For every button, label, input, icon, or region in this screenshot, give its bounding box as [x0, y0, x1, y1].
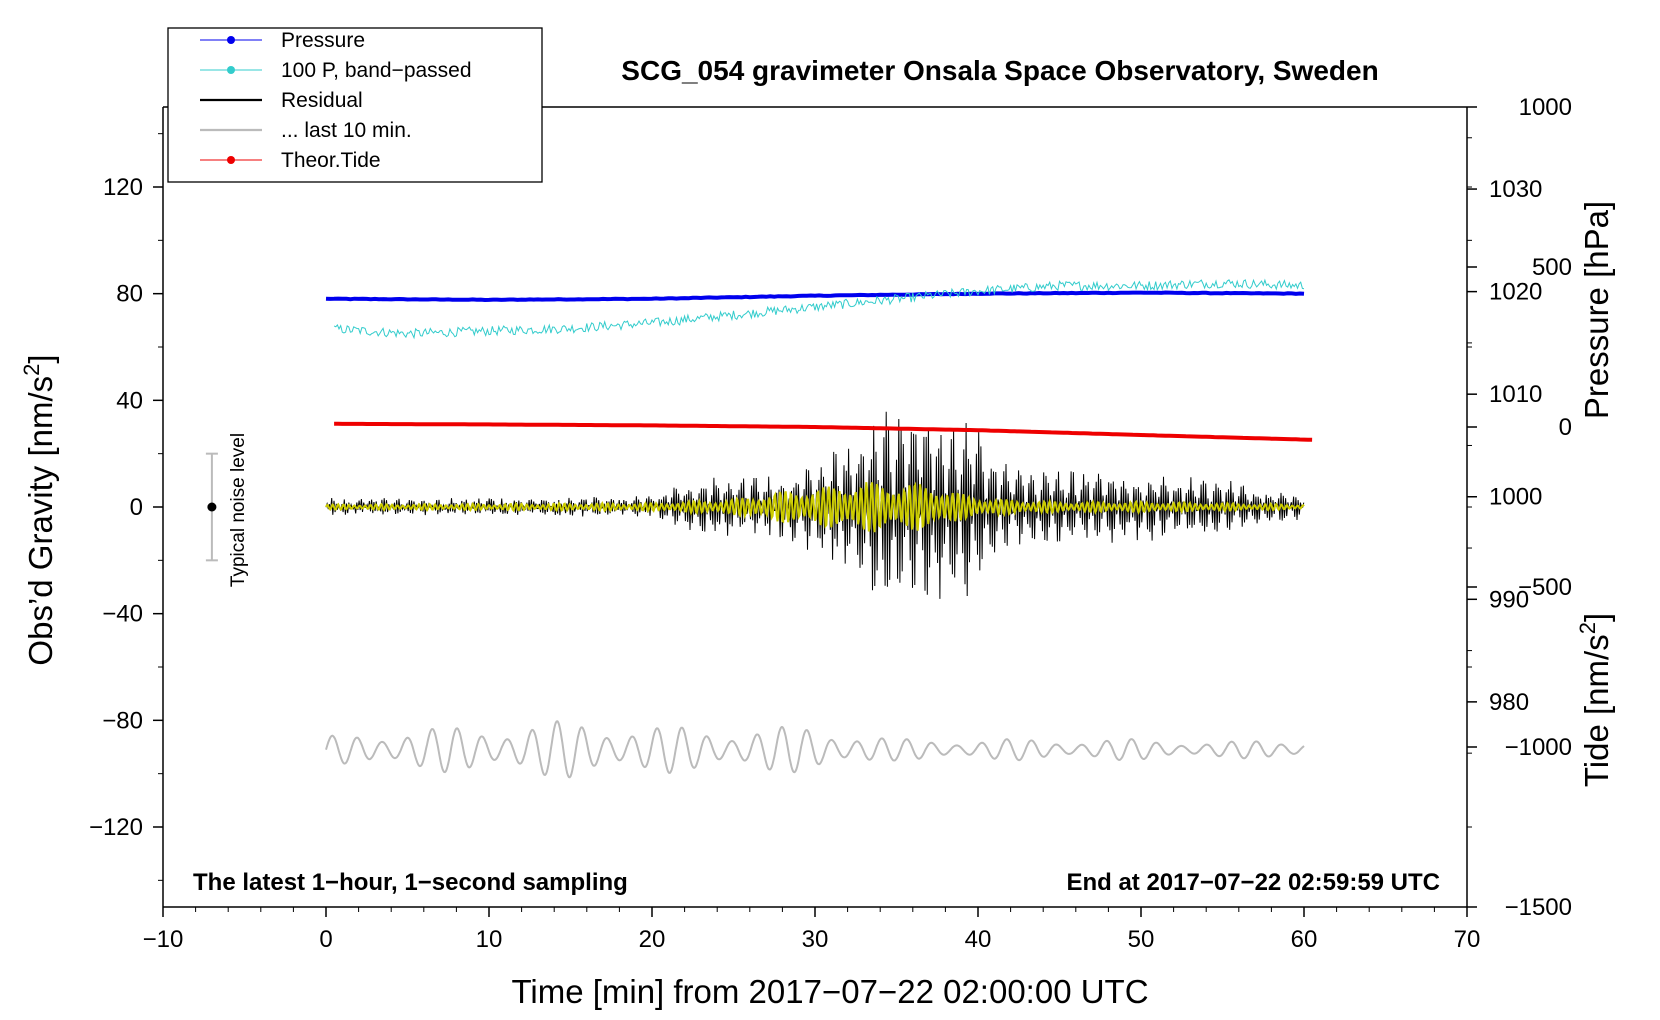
series-theoretical-tide-line — [334, 421, 1313, 442]
y-tick-label: −120 — [89, 814, 143, 841]
noise-bar-center-point — [207, 502, 217, 512]
series-layer — [325, 278, 1313, 779]
legend-label-100-p-band-passed: 100 P, band−passed — [281, 59, 472, 82]
pressure-tick-label: 1000 — [1489, 484, 1542, 511]
end-time-annotation: End at 2017−07−22 02:59:59 UTC — [1066, 869, 1440, 896]
x-tick-label: 0 — [319, 926, 332, 953]
pressure-tick-label: 990 — [1489, 586, 1529, 613]
y-tick-label: 120 — [103, 174, 143, 201]
y-axis-title-tide-end: ] — [1578, 613, 1615, 622]
tide-tick-label: 1000 — [1519, 94, 1572, 121]
pressure-tick-label: 1030 — [1489, 176, 1542, 203]
y-axis-title-gravity-end: ] — [22, 354, 59, 363]
legend-marker-theor-tide — [227, 156, 235, 164]
pressure-tick-label: 1020 — [1489, 279, 1542, 306]
chart-title: SCG_054 gravimeter Onsala Space Observat… — [621, 55, 1378, 86]
y-axis-title-tide-sup: 2 — [1575, 622, 1600, 634]
axes-layer — [153, 106, 1477, 917]
legend-label-residual: Residual — [281, 89, 363, 112]
y-axis-title-tide: Tide [nm/s2] — [1575, 613, 1615, 787]
x-tick-label: 30 — [802, 926, 829, 953]
x-tick-label: 50 — [1128, 926, 1155, 953]
legend-marker-pressure — [227, 36, 235, 44]
y-tick-label: −80 — [102, 707, 143, 734]
legend-label-pressure: Pressure — [281, 29, 365, 52]
x-tick-label: 20 — [639, 926, 666, 953]
x-tick-label: 40 — [965, 926, 992, 953]
series-pressure-line — [325, 290, 1305, 303]
y-axis-title-pressure: Pressure [hPa] — [1578, 201, 1615, 419]
legend-label-theor-tide: Theor.Tide — [281, 149, 381, 172]
series-last-10-min-line — [325, 720, 1305, 779]
legend: Pressure 100 P, band−passed Residual ... la… — [167, 27, 543, 183]
pressure-tick-label: 980 — [1489, 689, 1529, 716]
legend-label-last-10-min: ... last 10 min. — [281, 119, 412, 142]
y-axis-title-tide-main: Tide [nm/s — [1578, 634, 1615, 787]
y-axis-title-gravity-main: Obs’d Gravity [nm/s — [22, 376, 59, 666]
legend-marker-100-p-band-passed — [227, 66, 235, 74]
series-residual-filtered-line — [325, 481, 1305, 533]
x-tick-label: 60 — [1291, 926, 1318, 953]
tide-tick-label: −1000 — [1505, 734, 1572, 761]
x-tick-label: 70 — [1454, 926, 1481, 953]
pressure-tick-label: 1010 — [1489, 381, 1542, 408]
x-axis-title: Time [min] from 2017−07−22 02:00:00 UTC — [511, 973, 1148, 1010]
tide-tick-label: −500 — [1518, 574, 1572, 601]
series-band-passed-pressure-line — [333, 278, 1305, 340]
y-tick-label: 0 — [130, 494, 143, 521]
y-axis-title-gravity-sup: 2 — [19, 364, 44, 376]
labels-layer: −10 0 10 20 30 40 50 60 70−120−80−40040801209809… — [89, 94, 1572, 953]
noise-indicator — [205, 452, 218, 562]
y-axis-title-gravity: Obs’d Gravity [nm/s2] — [19, 354, 59, 665]
tide-tick-label: 500 — [1532, 254, 1572, 281]
y-tick-label: 80 — [116, 281, 143, 308]
x-tick-label: −10 — [143, 926, 184, 953]
y-tick-label: 40 — [116, 387, 143, 414]
tide-tick-label: −1500 — [1505, 894, 1572, 921]
tide-tick-label: 0 — [1559, 414, 1572, 441]
x-tick-label: 10 — [476, 926, 503, 953]
noise-level-label: Typical noise level — [228, 433, 249, 587]
sampling-annotation: The latest 1−hour, 1−second sampling — [193, 869, 628, 896]
y-tick-label: −40 — [102, 601, 143, 628]
